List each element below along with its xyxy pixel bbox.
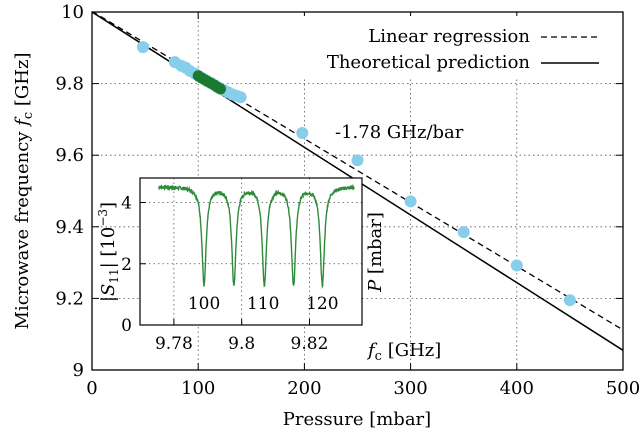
inset-y-tick-label: 4	[121, 194, 132, 214]
inset-x-tick-label: 9.8	[228, 334, 255, 354]
inset-x-tick-label: 9.82	[291, 334, 329, 354]
inset-top-tick-label: 120	[306, 294, 338, 314]
inset-x-label: fc [GHz]	[366, 340, 441, 364]
slope-annotation: -1.78 GHz/bar	[335, 122, 464, 143]
data-point	[235, 91, 247, 103]
highlight-point	[215, 83, 226, 94]
x-tick-label: 100	[181, 378, 215, 399]
legend-label-theory: Theoretical prediction	[327, 52, 531, 73]
inset-y-label: |S11| [10−3]	[96, 202, 121, 302]
data-point	[137, 41, 149, 53]
inset-y-tick-label: 2	[121, 255, 132, 275]
inset-top-axis-label: P [mbar]	[365, 212, 386, 293]
x-tick-label: 300	[393, 378, 427, 399]
y-axis-label-sub: c	[21, 112, 36, 119]
inset-x-label-sub: c	[375, 349, 382, 364]
data-point	[564, 294, 576, 306]
y-axis-label: Microwave frequency fc [GHz]	[12, 53, 36, 330]
data-point	[405, 195, 417, 207]
x-tick-label: 400	[500, 378, 534, 399]
data-point	[296, 127, 308, 139]
y-tick-label: 10	[61, 2, 84, 23]
data-point	[511, 259, 523, 271]
legend-label-regression: Linear regression	[368, 26, 530, 47]
x-tick-label: 500	[606, 378, 639, 399]
inset: 9.78 9.8 9.82 0 2 4 100 110 120 fc [GHz] |S11| […	[96, 178, 441, 364]
x-tick-label: 200	[287, 378, 321, 399]
legend: Linear regression Theoretical prediction	[285, 16, 617, 78]
y-tick-label: 9.4	[55, 217, 84, 238]
inset-top-tick-label: 110	[247, 294, 279, 314]
y-tick-label: 9	[73, 360, 84, 381]
data-point	[352, 154, 364, 166]
inset-top-tick-label: 100	[188, 294, 220, 314]
y-tick-label: 9.6	[55, 145, 84, 166]
x-axis-label: Pressure [mbar]	[283, 409, 431, 430]
y-tick-label: 9.8	[55, 74, 84, 95]
inset-y-tick-label: 0	[121, 316, 132, 336]
inset-x-tick-label: 9.78	[155, 334, 193, 354]
y-axis-label-text: Microwave frequency	[12, 131, 33, 330]
inset-x-label-unit: [GHz]	[388, 340, 442, 361]
y-tick-label: 9.2	[55, 288, 84, 309]
data-point	[458, 226, 470, 238]
x-tick-label: 0	[86, 378, 97, 399]
y-axis-label-unit: [GHz]	[12, 53, 33, 107]
